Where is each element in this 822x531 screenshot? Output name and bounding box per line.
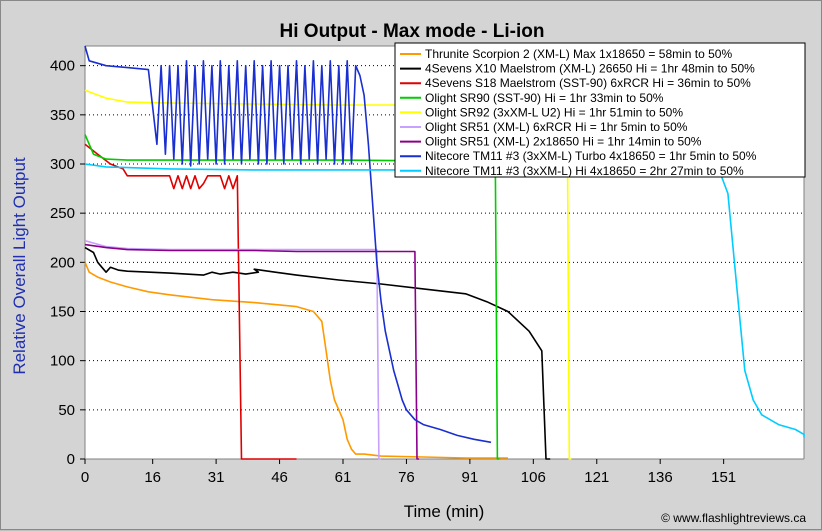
x-tick-label-7: 106 bbox=[521, 469, 546, 486]
x-tick-label-3: 46 bbox=[271, 469, 288, 486]
legend-label-7: Nitecore TM11 #3 (3xXM-L) Turbo 4x18650 … bbox=[425, 149, 757, 163]
y-axis-label: Relative Overall Light Output bbox=[10, 157, 29, 375]
legend-box bbox=[394, 42, 806, 178]
chart-title: Hi Output - Max mode - Li-ion bbox=[280, 21, 545, 42]
y-tick-label-4: 200 bbox=[50, 254, 75, 271]
legend: Thrunite Scorpion 2 (XM-L) Max 1x18650 =… bbox=[394, 42, 806, 178]
x-tick-label-2: 31 bbox=[208, 469, 225, 486]
y-tick-label-2: 100 bbox=[50, 353, 75, 370]
x-tick-label-8: 121 bbox=[584, 469, 609, 486]
credit-text: © www.flashlightreviews.ca bbox=[661, 511, 806, 525]
series-line-2 bbox=[84, 143, 297, 460]
x-tick-label-10: 151 bbox=[711, 469, 736, 486]
x-tick-label-4: 61 bbox=[335, 469, 352, 486]
y-tick-label-5: 250 bbox=[50, 205, 75, 222]
y-tick-label-0: 0 bbox=[67, 451, 75, 468]
x-tick-label-0: 0 bbox=[81, 469, 89, 486]
x-tick-label-1: 16 bbox=[144, 469, 161, 486]
y-tick-label-6: 300 bbox=[50, 156, 75, 173]
legend-label-4: Olight SR92 (3xXM-L U2) Hi = 1hr 51min t… bbox=[425, 105, 683, 119]
series-line-0 bbox=[84, 261, 508, 459]
x-tick-label-9: 136 bbox=[648, 469, 673, 486]
x-tick-label-5: 76 bbox=[398, 469, 415, 486]
legend-label-6: Olight SR51 (XM-L) 2x18650 Hi = 1hr 14mi… bbox=[425, 135, 702, 149]
legend-label-1: 4Sevens X10 Maelstrom (XM-L) 26650 Hi = … bbox=[425, 62, 755, 76]
x-tick-label-6: 91 bbox=[462, 469, 479, 486]
series-line-1 bbox=[84, 246, 551, 460]
legend-label-3: Olight SR90 (SST-90) Hi = 1hr 33min to 5… bbox=[425, 91, 664, 105]
tick-labels: 0 50 100 150 200 250 300 350 400 0 16 31 46 61 76 91 106… bbox=[50, 58, 736, 486]
legend-label-0: Thrunite Scorpion 2 (XM-L) Max 1x18650 =… bbox=[425, 47, 732, 61]
legend-label-8: Nitecore TM11 #3 (3xXM-L) Hi 4x18650 = 2… bbox=[425, 164, 744, 178]
legend-label-5: Olight SR51 (XM-L) 6xRCR Hi = 1hr 5min t… bbox=[425, 120, 688, 134]
x-axis-label: Time (min) bbox=[404, 502, 485, 521]
y-tick-label-3: 150 bbox=[50, 304, 75, 321]
series-line-5 bbox=[84, 239, 382, 460]
series-line-6 bbox=[84, 243, 420, 460]
legend-label-2: 4Sevens S18 Maelstrom (SST-90) 6xRCR Hi … bbox=[425, 76, 751, 90]
series-line-7 bbox=[84, 45, 492, 444]
y-tick-label-1: 50 bbox=[58, 402, 75, 419]
y-tick-label-8: 400 bbox=[50, 58, 75, 75]
series-line-3 bbox=[84, 134, 500, 460]
y-tick-label-7: 350 bbox=[50, 107, 75, 124]
